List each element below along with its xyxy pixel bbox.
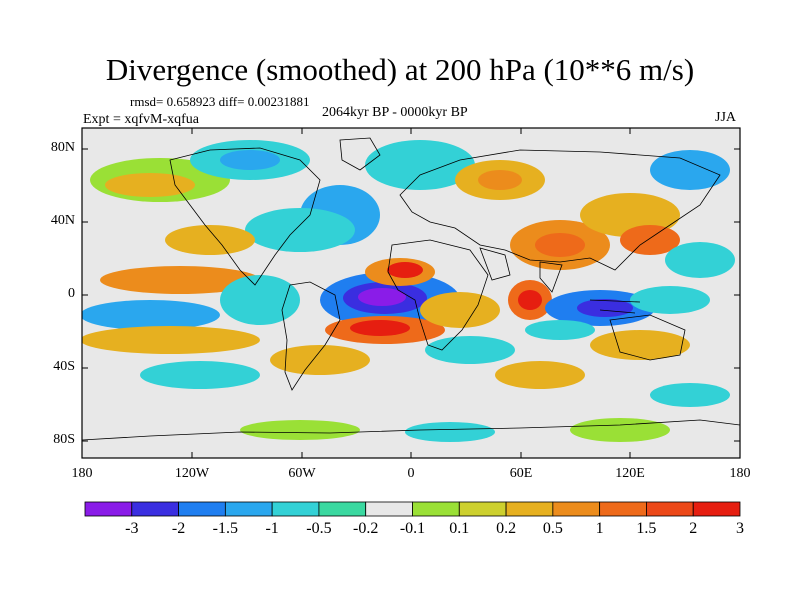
field-patch [535,233,585,257]
colorbar-swatch [318,501,367,517]
field-patch [82,300,220,330]
field-patch [387,262,423,278]
field-patch [220,275,300,325]
colorbar-swatch [131,501,179,517]
colorbar-swatch [552,501,601,517]
field-patch [518,290,542,310]
coastlines [82,137,740,441]
colorbar-label: -3 [125,520,139,537]
field-patch [478,170,522,190]
coastline-antarctica [82,419,740,441]
coastline-africa [387,239,489,351]
colorbar-swatch [458,501,507,517]
lat-label-0: 0 [68,286,75,301]
period-label: 2064kyr BP - 0000kyr BP [322,105,468,120]
colorbar-swatch [412,501,460,517]
lon-label-180e: 180 [729,466,751,481]
colorbar-label: 3 [736,520,744,537]
colorbar-swatch [84,501,133,517]
coastline-indonesia [589,299,641,314]
colorbar-label: -0.1 [399,520,426,537]
field-patch [495,361,585,389]
lat-label-80n: 80N [50,140,75,155]
field-patch [105,173,195,197]
field-patch [650,150,730,190]
field-patch [358,288,406,306]
colorbar [84,501,741,517]
field-patch [650,383,730,407]
colorbar-label: 2 [689,520,698,537]
field-patch [100,266,260,294]
field-patch [590,330,690,360]
colorbar-label: -2 [171,520,186,537]
colorbar-swatch [271,501,320,517]
coastline-south-america [281,281,341,391]
colorbar-label: 0.1 [449,520,470,537]
coastline-india [539,261,563,293]
colorbar-label: -1.5 [212,520,238,537]
coastline-australia [609,314,686,361]
field-patch [270,345,370,375]
field-patch [350,320,410,336]
lon-label-60e: 60E [509,466,533,481]
experiment-label: Expt = xqfvM-xqfua [83,112,199,127]
field-patch [630,286,710,314]
field-patch [420,292,500,328]
lon-label-0: 0 [407,466,415,481]
colorbar-swatch [646,501,694,517]
colorbar-swatch [178,501,226,517]
coastline-eurasia [399,149,721,271]
colorbar-label: -0.2 [353,520,379,537]
field-patch [620,225,680,255]
colorbar-label: 1.5 [636,520,657,537]
colorbar-swatch [599,501,647,517]
colorbar-label: -0.5 [306,520,332,537]
colorbar-swatch [224,501,273,517]
coastline-greenland [339,137,381,171]
coastline-arabia [479,247,511,281]
field-patch [405,422,495,442]
field-patch [525,320,595,340]
axis-ticks [82,128,740,458]
colorbar-swatch [692,501,741,517]
field-patch [245,208,355,252]
colorbar-label: 0.2 [496,520,517,537]
field-patch [570,418,670,442]
field-patch [425,336,515,364]
lat-label-40n: 40N [50,213,75,228]
colorbar-swatch [505,501,554,517]
contour-fields [82,140,735,442]
lat-label-40s: 40S [53,359,75,374]
lon-label-180w: 180 [71,466,93,481]
field-patch [577,299,633,317]
colorbar-label: -1 [265,520,279,537]
lon-label-60w: 60W [288,466,316,481]
field-patch [220,150,280,170]
season-label: JJA [715,110,737,125]
figure-title: Divergence (smoothed) at 200 hPa (10**6 … [105,52,695,87]
lon-label-120w: 120W [174,466,210,481]
coastline-north-america [169,147,321,286]
lat-label-80s: 80S [53,432,75,447]
colorbar-label: 0.5 [542,520,563,537]
colorbar-label: 1 [595,520,604,537]
statistics-line: rmsd= 0.658923 diff= 0.00231881 [130,94,310,109]
field-patch [665,242,735,278]
field-patch [140,361,260,389]
field-patch [82,326,260,354]
field-patch [365,140,475,190]
colorbar-swatch [365,501,413,517]
lon-label-120e: 120E [615,466,645,481]
field-patch [240,420,360,440]
field-patch [165,225,255,255]
